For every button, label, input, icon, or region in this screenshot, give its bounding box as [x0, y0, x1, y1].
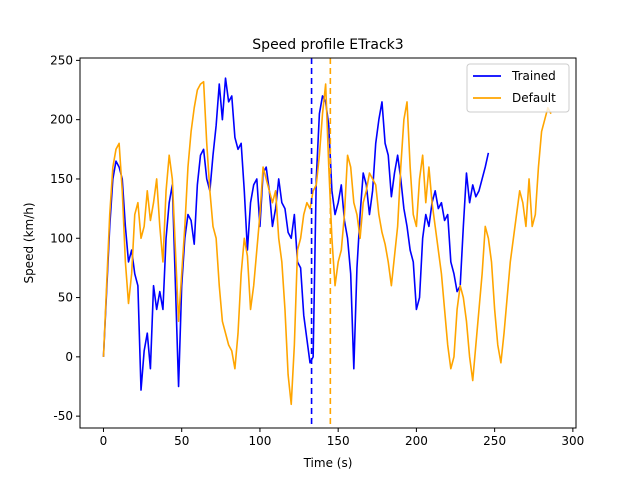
plot-area — [79, 57, 577, 429]
legend-label-default: Default — [512, 91, 556, 105]
plot-frame — [79, 57, 577, 429]
y-tick-label: 50 — [58, 291, 73, 305]
y-tick-label: 100 — [50, 231, 73, 245]
y-axis-label: Speed (km/h) — [22, 202, 36, 283]
x-tick-label: 150 — [327, 434, 350, 448]
y-tick-label: -50 — [53, 409, 73, 423]
y-tick-label: 0 — [65, 350, 73, 364]
legend-label-trained: Trained — [511, 69, 556, 83]
x-tick-label: 250 — [483, 434, 506, 448]
x-tick-label: 50 — [174, 434, 189, 448]
series-line-trained — [102, 77, 490, 391]
y-tick-label: 250 — [50, 53, 73, 67]
x-tick-label: 0 — [100, 434, 108, 448]
series-layer — [102, 77, 552, 406]
series-line-default — [102, 80, 552, 406]
x-tick-label: 300 — [561, 434, 584, 448]
x-axis: 0 50 100 150 200 250 300 — [100, 428, 584, 448]
vline-layer — [310, 58, 332, 428]
y-tick-label: 150 — [50, 172, 73, 186]
x-tick-label: 200 — [405, 434, 428, 448]
y-axis: -50 0 50 100 150 200 250 — [50, 53, 80, 423]
chart-title: Speed profile ETrack3 — [252, 37, 403, 53]
x-tick-label: 100 — [248, 434, 271, 448]
legend: Trained Default — [466, 63, 570, 113]
y-tick-label: 200 — [50, 113, 73, 127]
x-axis-label: Time (s) — [303, 456, 353, 470]
